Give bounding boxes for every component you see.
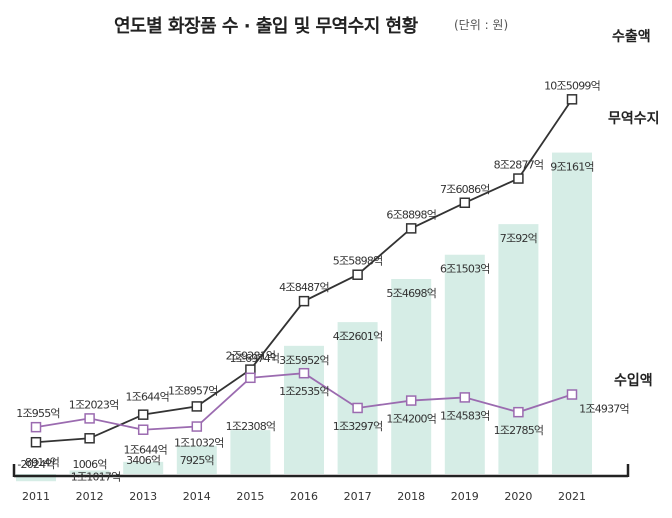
bar-balance-2016 bbox=[284, 345, 324, 474]
point-import-2011 bbox=[30, 421, 42, 433]
label-export-2013: 1조644억 bbox=[125, 391, 168, 404]
bar-balance-2014 bbox=[176, 445, 217, 474]
x-tick-2016: 2016 bbox=[290, 490, 318, 503]
x-tick-2012: 2012 bbox=[76, 490, 104, 503]
label-balance-2019: 6조1503억 bbox=[440, 263, 490, 276]
point-import-2014 bbox=[191, 421, 203, 432]
label-import-2019: 1조4583억 bbox=[440, 409, 490, 422]
bar-balance-2012 bbox=[69, 470, 110, 474]
label-balance-2013: 3406억 bbox=[126, 454, 160, 467]
point-export-2018 bbox=[405, 223, 417, 234]
x-tick-2011: 2011 bbox=[22, 490, 50, 503]
point-export-2017 bbox=[352, 269, 363, 280]
point-import-2015 bbox=[245, 372, 256, 384]
chart-title: 연도별 화장품 수 · 출입 및 무역수지 현황 bbox=[114, 16, 418, 37]
label-import-2016: 1조2535억 bbox=[279, 385, 329, 398]
label-balance-2020: 7조92억 bbox=[500, 232, 537, 245]
x-tick-2018: 2018 bbox=[397, 490, 425, 503]
legend-import: 수입액 bbox=[614, 373, 653, 389]
label-balance-2018: 5조4698억 bbox=[386, 287, 436, 300]
x-tick-2015: 2015 bbox=[236, 490, 264, 503]
point-export-2011 bbox=[30, 436, 42, 448]
point-export-2014 bbox=[191, 401, 203, 412]
x-tick-2021: 2021 bbox=[558, 490, 586, 503]
point-import-2013 bbox=[137, 424, 149, 435]
label-balance-2012: 1006억 bbox=[73, 458, 107, 471]
label-balance-2016: 3조5952억 bbox=[279, 354, 329, 367]
unit-note: (단위 : 원) bbox=[454, 18, 509, 32]
label-balance-2014: 7925억 bbox=[180, 454, 214, 467]
bar-balance-2011 bbox=[16, 474, 56, 482]
bar-balance-2018 bbox=[391, 279, 432, 474]
point-export-2016 bbox=[298, 295, 310, 307]
point-import-2021 bbox=[566, 389, 578, 400]
x-tick-2017: 2017 bbox=[344, 490, 372, 503]
point-import-2018 bbox=[405, 395, 417, 406]
label-import-2020: 1조2785억 bbox=[494, 424, 544, 437]
x-tick-2013: 2013 bbox=[129, 490, 157, 503]
bar-balance-2020 bbox=[498, 224, 539, 474]
x-tick-2014: 2014 bbox=[183, 490, 211, 503]
label-import-2014: 1조1032억 bbox=[174, 437, 224, 450]
label-balance-2015: 1조2308억 bbox=[226, 420, 276, 433]
label-export-2021: 10조5099억 bbox=[544, 79, 600, 92]
label-export-2014: 1조8957억 bbox=[168, 384, 218, 397]
bar-balance-2021 bbox=[552, 152, 592, 474]
point-import-2012 bbox=[84, 413, 95, 424]
label-import-2011: 1조955억 bbox=[16, 407, 59, 420]
label-import-2021: 1조4937억 bbox=[579, 403, 629, 416]
point-export-2021 bbox=[566, 94, 578, 105]
legend-balance: 무역수지 bbox=[608, 111, 660, 127]
label-import-2013: 1조644억 bbox=[123, 444, 166, 457]
label-export-2015: 2조9281억 bbox=[226, 350, 276, 363]
label-import-2018: 1조4200억 bbox=[386, 413, 436, 426]
label-balance-2021: 9조161억 bbox=[550, 161, 593, 174]
label-import-2017: 1조3297억 bbox=[333, 420, 383, 433]
point-export-2019 bbox=[459, 197, 471, 209]
label-export-2020: 8조2877억 bbox=[494, 159, 544, 172]
point-export-2020 bbox=[513, 173, 524, 184]
x-tick-2019: 2019 bbox=[451, 490, 479, 503]
point-import-2019 bbox=[459, 392, 471, 403]
bar-balance-2017 bbox=[337, 322, 378, 474]
point-import-2020 bbox=[513, 406, 524, 418]
point-export-2013 bbox=[137, 409, 149, 420]
label-export-2016: 4조8487억 bbox=[279, 281, 329, 294]
label-export-2019: 7조6086억 bbox=[440, 183, 490, 196]
label-export-2018: 6조8898억 bbox=[386, 208, 436, 221]
point-import-2016 bbox=[298, 367, 310, 379]
point-import-2017 bbox=[352, 402, 363, 414]
label-balance-2017: 4조2601억 bbox=[333, 330, 383, 343]
bar-balance-2019 bbox=[444, 254, 485, 474]
label-export-2011: 8914억 bbox=[25, 456, 59, 469]
bar-balance-2015 bbox=[230, 430, 271, 474]
label-export-2017: 5조5898억 bbox=[333, 255, 383, 268]
x-tick-2020: 2020 bbox=[504, 490, 532, 503]
label-export-2012: 1조1017억 bbox=[71, 470, 121, 483]
bar-balance-2013 bbox=[123, 461, 164, 474]
label-import-2012: 1조2023억 bbox=[69, 398, 119, 411]
point-export-2012 bbox=[84, 433, 95, 444]
legend-export: 수출액 bbox=[612, 29, 651, 45]
label-balance-2011: -2024억 bbox=[17, 458, 54, 471]
label-import-2015: 1조6974억 bbox=[230, 352, 280, 365]
